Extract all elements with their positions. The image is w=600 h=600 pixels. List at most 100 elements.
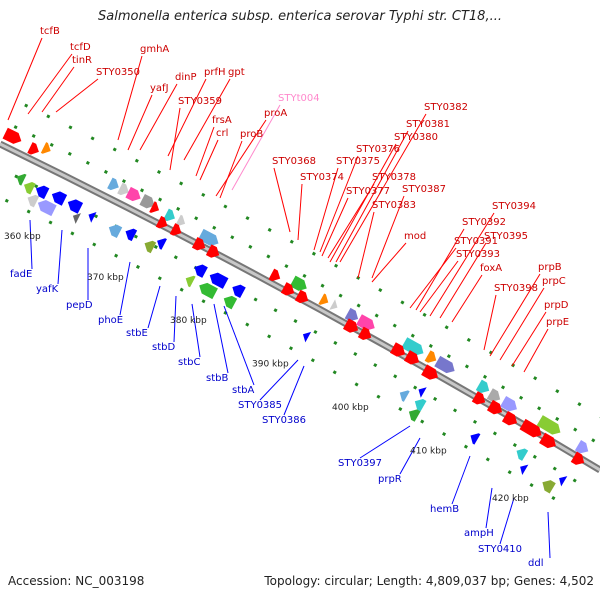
gene-forward [2,127,22,144]
forward-gene-arrow [205,244,220,258]
reverse-leader [147,285,161,329]
gene-forward [401,337,424,356]
tick-lane-outer-rev [245,322,250,327]
forward-gene-label: tinR [72,55,92,66]
ruler-label: 420 kbp [492,494,529,504]
tick-lane-inner [212,225,217,230]
forward-gene-label: tcfD [70,42,91,53]
gene-forward [539,432,556,449]
forward-leader [273,167,291,233]
tick-lane-outer [179,181,184,186]
gene-reverse [27,194,40,208]
tick-lane-outer-rev [463,444,468,449]
gene-forward [519,418,542,438]
accession-text: Accession: NC_003198 [8,574,145,588]
gene-forward [344,307,359,322]
gene-reverse [408,409,421,422]
forward-gene-label: STY0393 [456,249,500,260]
gene-forward [570,451,585,465]
reverse-leader [191,303,201,358]
gene-reverse [67,199,84,214]
tick-lane-outer [422,312,427,317]
reverse-gene-label: stbD [152,342,175,353]
tick-lane-inner [248,244,253,249]
reverse-leader [223,305,255,386]
tick-lane-outer-rev [48,220,53,225]
tick-lane-inner [356,303,361,308]
tick-lane-outer [311,251,316,256]
reverse-gene-arrow [232,284,246,299]
forward-gene-arrow [175,214,186,227]
gene-reverse [88,212,97,223]
forward-leader [199,139,219,181]
tick-lane-inner [230,235,235,240]
tick-lane-inner-rev [34,184,39,189]
forward-gene-arrow [471,391,486,405]
gene-forward [318,293,329,305]
tick-lane-outer-rev [201,299,206,304]
reverse-gene-arrow [23,181,36,195]
forward-leader [483,294,497,351]
forward-gene-arrow [149,201,160,213]
forward-gene-arrow [155,215,168,229]
tick-lane-inner [13,125,18,130]
gene-reverse [418,387,427,398]
forward-gene-arrow [574,440,589,454]
gene-forward [294,289,309,304]
forward-gene-label: STY0381 [406,119,450,130]
gene-forward [125,186,141,202]
tick-lane-inner-rev [373,363,378,368]
tick-lane-inner-rev [273,308,278,313]
forward-gene-label: frsA [212,115,232,126]
gene-reverse [51,191,68,206]
gene-forward [500,395,517,412]
gene-forward [471,391,486,405]
gene-forward [175,214,186,227]
forward-gene-label: gpt [228,67,245,78]
tick-lane-outer-rev [485,457,490,462]
gene-reverse [72,213,81,224]
forward-gene-arrow [501,410,518,426]
tick-lane-inner [555,416,560,421]
tick-lane-outer [555,389,560,394]
forward-gene-arrow [570,451,585,465]
reverse-leader [259,359,299,401]
forward-gene-label: STY0394 [492,201,536,212]
forward-gene-label: prpC [542,276,566,287]
forward-gene-arrow [519,418,542,438]
forward-gene-arrow [475,379,490,394]
reverse-leader [213,303,229,374]
forward-leader [409,247,457,309]
reverse-gene-label: hemB [430,504,459,515]
gene-reverse [125,228,138,242]
forward-gene-arrow [342,318,359,333]
gene-forward [434,355,455,374]
forward-gene-label: crl [216,128,228,139]
gene-features [2,127,589,494]
tick-lane-inner-rev [472,419,478,424]
forward-gene-label: prpD [544,300,569,311]
tick-lane-outer [46,114,51,119]
gene-forward [289,275,307,291]
tick-lane-inner [392,323,397,328]
forward-leader [55,78,99,113]
forward-gene-arrow [486,388,501,402]
forward-leader [371,242,407,283]
reverse-gene-label: STY0397 [338,458,382,469]
tick-lane-outer-rev [310,358,315,363]
topology-text: Topology: circular; Length: 4,809,037 bp… [264,574,594,588]
tick-lane-outer-rev [4,198,9,203]
tick-lane-inner-rev [552,466,557,471]
tick-lane-inner [103,169,108,174]
forward-leader [335,130,409,263]
reverse-leader [283,365,305,416]
gene-forward [149,201,160,213]
forward-gene-arrow [318,293,329,305]
reverse-gene-arrow [72,213,81,224]
reverse-gene-arrow [408,409,421,422]
forward-gene-label: STY0387 [402,184,446,195]
forward-gene-arrow [117,182,129,196]
forward-gene-label: STY0350 [96,67,140,78]
reverse-gene-label: prpR [378,474,402,485]
tick-lane-inner [266,254,271,259]
